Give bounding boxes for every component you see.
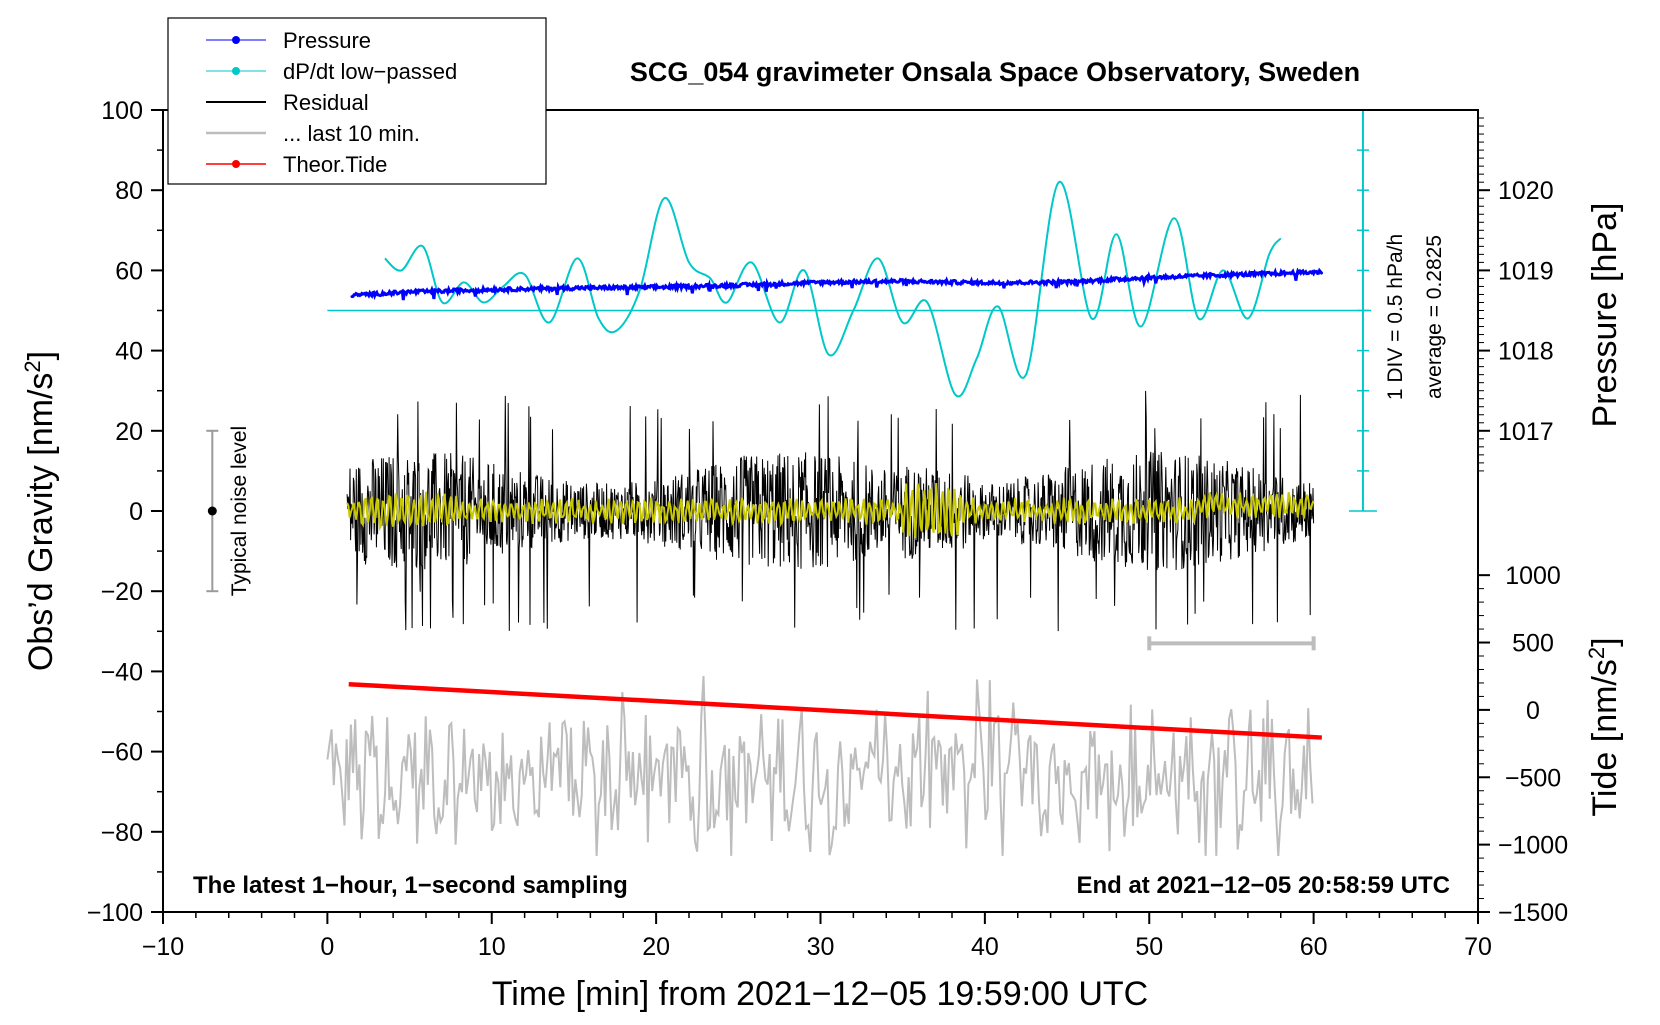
dpdt-scale-label: 1 DIV = 0.5 hPa/h	[1384, 234, 1407, 400]
noise-bar-center	[207, 506, 217, 516]
y-tick-label-1: −80	[101, 819, 143, 847]
plot-content	[206, 109, 1377, 856]
last10-trace	[326, 675, 1314, 856]
legend-dpdt-label: dP/dt low−passed	[283, 59, 457, 84]
legend-residual-label: Residual	[283, 90, 369, 115]
legend-dpdt-marker	[232, 67, 240, 75]
y-tick-label-2: −60	[101, 739, 143, 767]
x-tick-label-8: 70	[1464, 933, 1492, 961]
x-tick-label-7: 60	[1300, 933, 1328, 961]
pressure-tick-label-1: 1018	[1498, 338, 1554, 366]
x-axis-title: Time [min] from 2021−12−05 19:59:00 UTC	[492, 975, 1148, 1013]
y-axis-title-left-close: ]	[22, 351, 60, 360]
x-tick-label-1: 0	[320, 933, 334, 961]
x-tick-label-2: 10	[478, 933, 506, 961]
axis-ticks: −10 0 10 20 30 40 50 60 70−100−80−60−40−20020406…	[87, 97, 1568, 961]
y-tick-label-5: 0	[129, 498, 143, 526]
tide-trace	[348, 681, 1322, 740]
dpdt-trace	[384, 181, 1282, 398]
y-axis-title-tide: Tide [nm/s2]	[1584, 637, 1624, 816]
smoothed-residual-trace	[346, 483, 1315, 539]
legend-pressure-label: Pressure	[283, 28, 371, 53]
x-tick-label-6: 50	[1135, 933, 1163, 961]
legend-tide-marker	[232, 160, 240, 168]
x-tick-label-5: 40	[971, 933, 999, 961]
y-axis-title-left-text: Obs’d Gravity [nm/s	[22, 373, 60, 672]
tide-tick-label-2: 0	[1526, 697, 1540, 725]
legend-pressure-marker	[232, 36, 240, 44]
x-tick-label-0: −10	[142, 933, 184, 961]
y-axis-title-left-sup: 2	[20, 360, 45, 372]
noise-level-label: Typical noise level	[228, 426, 251, 596]
y-tick-label-7: 40	[115, 338, 143, 366]
legend-last10-label: ... last 10 min.	[283, 121, 420, 146]
legend: Pressure dP/dt low−passed Residual ... l…	[167, 17, 547, 185]
tide-tick-label-4: −1000	[1498, 832, 1568, 860]
y-tick-label-3: −40	[101, 658, 143, 686]
residual-trace	[346, 390, 1315, 632]
pressure-tick-label-3: 1020	[1498, 177, 1554, 205]
y-tick-label-10: 100	[101, 97, 143, 125]
footer-left: The latest 1−hour, 1−second sampling	[193, 872, 628, 899]
footer-right: End at 2021−12−05 20:58:59 UTC	[1076, 872, 1450, 899]
y-tick-label-9: 80	[115, 177, 143, 205]
tide-tick-label-5: −1500	[1498, 899, 1568, 927]
legend-tide-label: Theor.Tide	[283, 152, 387, 177]
dpdt-average-label: average = 0.2825	[1423, 235, 1446, 399]
y-tick-label-8: 60	[115, 257, 143, 285]
tide-tick-label-1: 500	[1512, 630, 1554, 658]
y-axis-title-tide-sup: 2	[1584, 647, 1609, 659]
pressure-tick-label-0: 1017	[1498, 418, 1554, 446]
y-tick-label-4: −20	[101, 578, 143, 606]
y-tick-label-6: 20	[115, 418, 143, 446]
y-axis-title-tide-text: Tide [nm/s	[1586, 659, 1624, 816]
pressure-tick-label-2: 1019	[1498, 257, 1554, 285]
y-tick-label-0: −100	[87, 899, 143, 927]
tide-tick-label-3: −500	[1505, 764, 1561, 792]
chart-title: SCG_054 gravimeter Onsala Space Observat…	[630, 57, 1360, 87]
tide-tick-label-0: 1000	[1505, 562, 1561, 590]
x-tick-label-3: 20	[642, 933, 670, 961]
y-axis-title-left: Obs’d Gravity [nm/s2]	[20, 351, 60, 671]
pressure-trace	[350, 267, 1323, 301]
y-axis-title-pressure: Pressure [hPa]	[1586, 203, 1624, 428]
y-axis-title-tide-close: ]	[1586, 637, 1624, 646]
x-tick-label-4: 30	[807, 933, 835, 961]
